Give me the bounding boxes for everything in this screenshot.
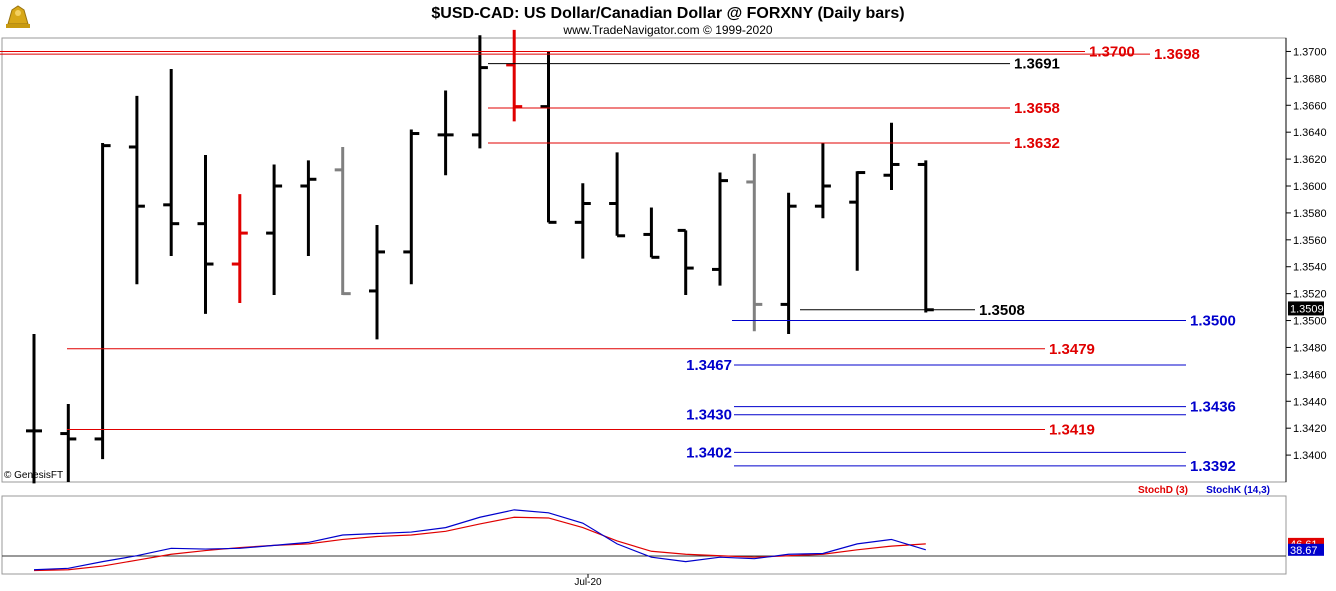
level-label-1.3658: 1.3658 — [1014, 100, 1060, 117]
ohlc-bar — [266, 164, 283, 295]
legend-stochd: StochD (3) — [1138, 485, 1188, 496]
y-tick-label: 1.3700 — [1293, 46, 1327, 58]
level-label-1.3479: 1.3479 — [1049, 341, 1095, 358]
series-line-stochk — [33, 509, 926, 571]
level-label-1.3508: 1.3508 — [979, 302, 1025, 319]
ohlc-bar — [300, 160, 317, 256]
ohlc-bar — [746, 153, 763, 332]
level-label-1.3698: 1.3698 — [1154, 46, 1200, 63]
gold-bull-logo-icon — [3, 3, 33, 31]
level-label-1.3500: 1.3500 — [1190, 313, 1236, 330]
level-label-1.3467: 1.3467 — [686, 357, 732, 374]
ohlc-bar — [163, 68, 180, 256]
y-tick-label: 1.3420 — [1293, 423, 1327, 435]
price-panel-frame — [1, 37, 1287, 483]
ohlc-bar — [540, 51, 557, 224]
ohlc-bar — [814, 142, 831, 219]
y-tick-label: 1.3560 — [1293, 235, 1327, 247]
y-tick-label: 1.3680 — [1293, 73, 1327, 85]
level-label-1.3700: 1.3700 — [1089, 43, 1135, 60]
ohlc-bar — [403, 129, 420, 285]
ohlc-bar — [197, 155, 214, 314]
level-label-1.3430: 1.3430 — [686, 407, 732, 424]
ohlc-bar — [574, 183, 591, 259]
ohlc-bar — [506, 29, 523, 122]
y-tick-label: 1.3500 — [1293, 316, 1327, 328]
level-label-1.3402: 1.3402 — [686, 444, 732, 461]
stochastic-plot: 46.6138.67 — [33, 509, 1324, 572]
legend-stochk: StochK (14,3) — [1206, 485, 1270, 496]
level-label-1.3691: 1.3691 — [1014, 56, 1060, 73]
y-tick-label: 1.3480 — [1293, 342, 1327, 354]
chart-title: $USD-CAD: US Dollar/Canadian Dollar @ FO… — [431, 5, 904, 22]
watermark: © GenesisFT — [4, 470, 63, 481]
last-price-box — [1288, 301, 1324, 316]
ohlc-bar — [471, 35, 488, 149]
ohlc-bar — [849, 171, 866, 271]
ohlc-bar — [712, 172, 728, 286]
y-tick-label: 1.3520 — [1293, 289, 1327, 301]
y-tick-label: 1.3460 — [1293, 369, 1327, 381]
ohlc-bar — [677, 228, 694, 295]
indicator-panel-frame — [1, 495, 1287, 575]
level-label-1.3436: 1.3436 — [1190, 399, 1236, 416]
ohlc-bar — [883, 122, 900, 191]
y-tick-label: 1.3660 — [1293, 100, 1327, 112]
y-tick-label: 1.3640 — [1293, 127, 1327, 139]
y-tick-label: 1.3540 — [1293, 262, 1327, 274]
ohlc-bar — [94, 142, 111, 460]
ohlc-bar — [917, 160, 934, 313]
level-label-1.3419: 1.3419 — [1049, 422, 1095, 439]
chart-subtitle: www.TradeNavigator.com © 1999-2020 — [562, 23, 772, 37]
ohlc-bar — [231, 194, 248, 304]
y-tick-label: 1.3440 — [1293, 396, 1327, 408]
level-label-1.3392: 1.3392 — [1190, 458, 1236, 475]
ohlc-bar — [643, 207, 660, 259]
series-last-box — [1288, 543, 1324, 556]
ohlc-bar — [128, 95, 145, 285]
y-tick-label: 1.3600 — [1293, 181, 1327, 193]
y-tick-label: 1.3620 — [1293, 154, 1327, 166]
ohlc-bar — [780, 192, 797, 334]
series-last-label: 38.67 — [1290, 545, 1318, 557]
y-tick-label: 1.3580 — [1293, 208, 1327, 220]
y-tick-label: 1.3400 — [1293, 450, 1327, 462]
x-axis-label-jul20: Jul-20 — [574, 577, 602, 588]
price-y-axis: 1.3700 1.3680 1.3660 1.3640 1.3620 1.3600 1.35… — [1285, 38, 1327, 482]
ohlc-bar — [60, 403, 77, 482]
last-price-label: 1.3509 — [1290, 303, 1324, 315]
ohlc-bar — [26, 334, 42, 484]
ohlc-bar — [369, 225, 385, 340]
ohlc-bar — [334, 146, 351, 296]
ohlc-bar — [609, 152, 626, 238]
ohlc-bar — [437, 90, 454, 176]
series-line-stochd — [33, 516, 926, 572]
level-lines: 1.3700 1.3698 1.3691 1.3658 1.3632 1.3508 1.35… — [0, 43, 1236, 475]
price-plot — [26, 29, 934, 484]
level-label-1.3632: 1.3632 — [1014, 135, 1060, 152]
